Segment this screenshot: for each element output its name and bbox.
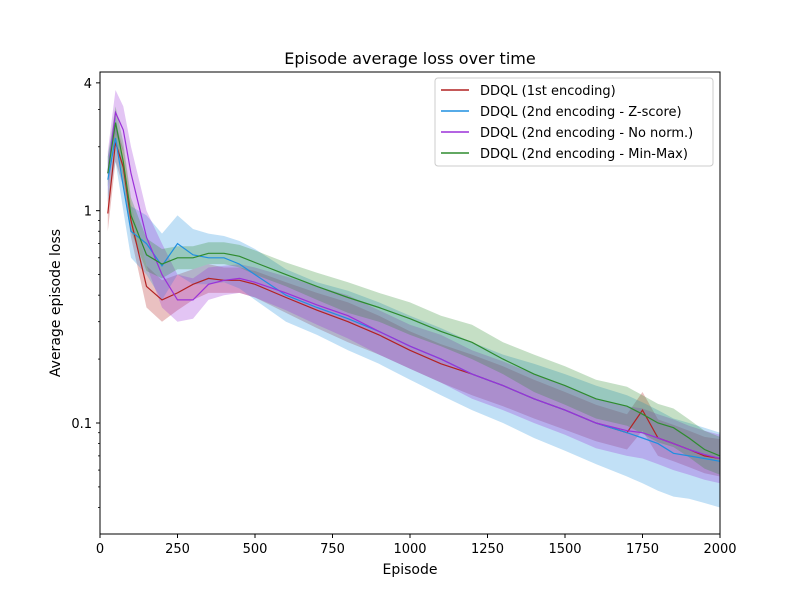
x-tick-label: 1500 <box>548 542 581 557</box>
x-tick-label: 250 <box>165 542 190 557</box>
band-ddql-1st-encoding <box>107 122 721 477</box>
y-axis: 410.1 <box>71 77 100 508</box>
plot-area <box>99 71 721 535</box>
y-tick-label: 0.1 <box>71 417 92 432</box>
legend: DDQL (1st encoding) DDQL (2nd encoding - … <box>434 77 714 167</box>
band-ddql-2nd-encoding-min-max <box>107 106 721 475</box>
legend-label-ddql-2nd-encoding-min-max: DDQL (2nd encoding - Min-Max) <box>480 147 688 162</box>
x-axis: 0 250 500 750 1000 1250 1500 1750 2000 <box>96 534 737 557</box>
x-tick-label: 1000 <box>393 542 426 557</box>
legend-label-ddql-1st-encoding: DDQL (1st encoding) <box>480 84 616 99</box>
x-tick-label: 1250 <box>471 542 504 557</box>
line-ddql-1st-encoding <box>107 142 721 460</box>
x-tick-label: 500 <box>243 542 268 557</box>
line-ddql-2nd-encoding-min-max <box>107 122 721 457</box>
chart-title: Episode average loss over time <box>284 49 535 68</box>
x-tick-label: 2000 <box>703 542 736 557</box>
legend-label-ddql-2nd-encoding-z-score: DDQL (2nd encoding - Z-score) <box>480 105 682 120</box>
line-ddql-2nd-encoding-no-norm <box>107 110 721 460</box>
x-axis-label: Episode <box>383 562 438 578</box>
y-tick-label: 4 <box>84 77 92 92</box>
series-lines <box>107 110 721 462</box>
y-axis-label: Average episode loss <box>48 229 64 377</box>
x-tick-label: 0 <box>96 542 104 557</box>
x-tick-label: 1750 <box>626 542 659 557</box>
x-tick-label: 750 <box>320 542 345 557</box>
band-ddql-2nd-encoding-z-score <box>107 115 721 508</box>
legend-label-ddql-2nd-encoding-no-norm: DDQL (2nd encoding - No norm.) <box>480 126 693 141</box>
y-tick-label: 1 <box>84 205 92 220</box>
legend-box <box>434 77 714 167</box>
